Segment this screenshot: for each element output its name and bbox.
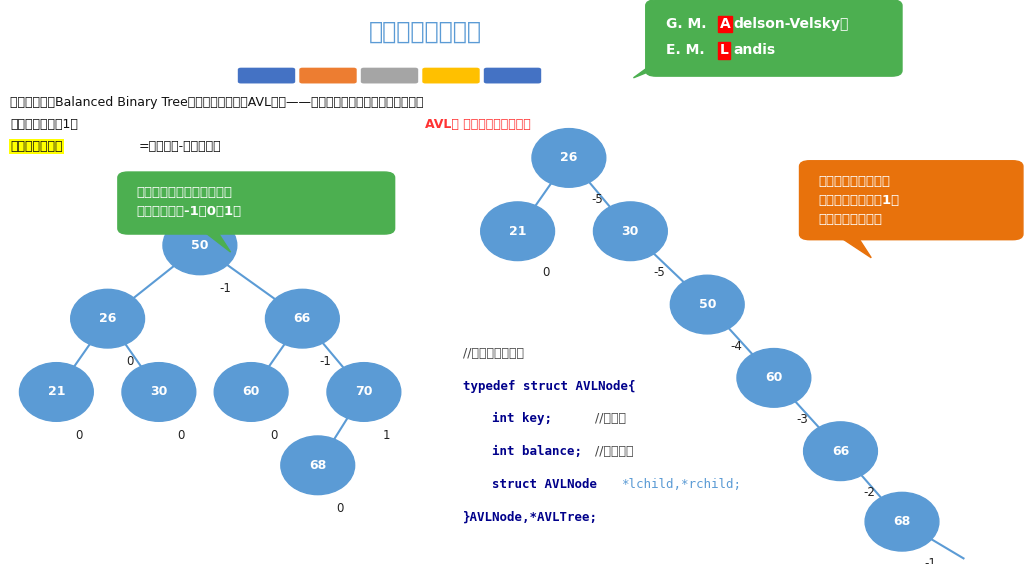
Text: 70: 70	[355, 385, 373, 399]
Text: L: L	[720, 43, 729, 58]
Ellipse shape	[593, 202, 667, 261]
Text: -3: -3	[796, 413, 809, 426]
Ellipse shape	[214, 363, 288, 421]
Text: 结点的平衡因子: 结点的平衡因子	[10, 140, 63, 153]
FancyBboxPatch shape	[422, 68, 480, 83]
Text: 0: 0	[270, 429, 278, 442]
Text: 平衡二叉树的定义: 平衡二叉树的定义	[369, 20, 482, 44]
Ellipse shape	[281, 436, 355, 495]
Text: -1: -1	[925, 557, 937, 564]
Ellipse shape	[804, 422, 877, 481]
Text: 66: 66	[832, 444, 849, 458]
FancyBboxPatch shape	[299, 68, 357, 83]
Text: AVL树 由上面两个人名而来: AVL树 由上面两个人名而来	[425, 118, 531, 131]
Text: struct AVLNode: struct AVLNode	[492, 478, 597, 491]
Text: G. M.: G. M.	[666, 17, 711, 31]
Text: 26: 26	[561, 151, 577, 165]
Text: =左子树高-右子树高。: =左子树高-右子树高。	[138, 140, 221, 153]
Text: }AVLNode,*AVLTree;: }AVLNode,*AVLTree;	[463, 510, 599, 523]
Text: 平衡二叉树（Balanced Binary Tree），简称平衡树（AVL树）——树上任一结点的左子树和右子树的: 平衡二叉树（Balanced Binary Tree），简称平衡树（AVL树）—…	[10, 96, 423, 109]
Text: 高度之差不超过1。: 高度之差不超过1。	[10, 118, 78, 131]
Text: 50: 50	[191, 239, 209, 252]
Text: 21: 21	[508, 224, 527, 238]
FancyBboxPatch shape	[361, 68, 418, 83]
Text: 30: 30	[622, 224, 639, 238]
Text: 30: 30	[151, 385, 167, 399]
Text: 0: 0	[336, 502, 344, 515]
Ellipse shape	[71, 289, 145, 348]
FancyBboxPatch shape	[800, 161, 1023, 240]
Text: int key;: int key;	[492, 412, 552, 425]
Text: -1: -1	[219, 282, 232, 295]
Ellipse shape	[327, 363, 401, 421]
Text: //数据域: //数据域	[594, 412, 625, 425]
Text: typedef struct AVLNode{: typedef struct AVLNode{	[463, 380, 636, 393]
Text: 50: 50	[698, 298, 716, 311]
FancyBboxPatch shape	[118, 172, 395, 234]
Text: 66: 66	[294, 312, 311, 325]
FancyBboxPatch shape	[484, 68, 541, 83]
Text: 21: 21	[47, 385, 66, 399]
Text: 平衡二叉树结点的平衡因子
的值只可能是-1、0或1。: 平衡二叉树结点的平衡因子 的值只可能是-1、0或1。	[136, 186, 242, 218]
Ellipse shape	[481, 202, 555, 261]
Ellipse shape	[163, 216, 237, 275]
Ellipse shape	[532, 129, 606, 187]
Text: 60: 60	[766, 371, 782, 385]
Text: -5: -5	[591, 193, 604, 206]
Text: //平衡因子: //平衡因子	[594, 445, 633, 458]
Text: 只要有任一结点的平
衡因子绝对值大于1，
就不是平衡二叉树: 只要有任一结点的平 衡因子绝对值大于1， 就不是平衡二叉树	[818, 175, 899, 226]
FancyBboxPatch shape	[646, 0, 902, 76]
Text: 0: 0	[177, 429, 186, 442]
Text: 68: 68	[310, 459, 326, 472]
Text: 60: 60	[243, 385, 259, 399]
Text: //平衡二叉树结点: //平衡二叉树结点	[463, 347, 525, 360]
Ellipse shape	[670, 275, 744, 334]
Text: E. M.: E. M.	[666, 43, 709, 58]
Ellipse shape	[19, 363, 93, 421]
Text: 0: 0	[75, 429, 83, 442]
Ellipse shape	[865, 492, 939, 551]
Text: -1: -1	[319, 355, 331, 368]
Ellipse shape	[737, 349, 811, 407]
Text: 1: 1	[382, 429, 391, 442]
Polygon shape	[633, 59, 659, 78]
Text: -5: -5	[653, 266, 665, 279]
Text: 68: 68	[894, 515, 910, 528]
FancyBboxPatch shape	[238, 68, 295, 83]
Text: int balance;: int balance;	[492, 445, 582, 458]
Text: delson-Velsky和: delson-Velsky和	[733, 17, 849, 31]
Polygon shape	[200, 228, 231, 252]
Ellipse shape	[122, 363, 196, 421]
Text: A: A	[720, 17, 730, 31]
Text: -4: -4	[730, 340, 742, 352]
Text: 0: 0	[126, 355, 134, 368]
Text: andis: andis	[733, 43, 775, 58]
Polygon shape	[835, 234, 871, 258]
Text: -2: -2	[863, 486, 875, 499]
Text: 0: 0	[542, 266, 550, 279]
Text: *lchild,*rchild;: *lchild,*rchild;	[621, 478, 741, 491]
Ellipse shape	[265, 289, 339, 348]
Text: 26: 26	[99, 312, 116, 325]
